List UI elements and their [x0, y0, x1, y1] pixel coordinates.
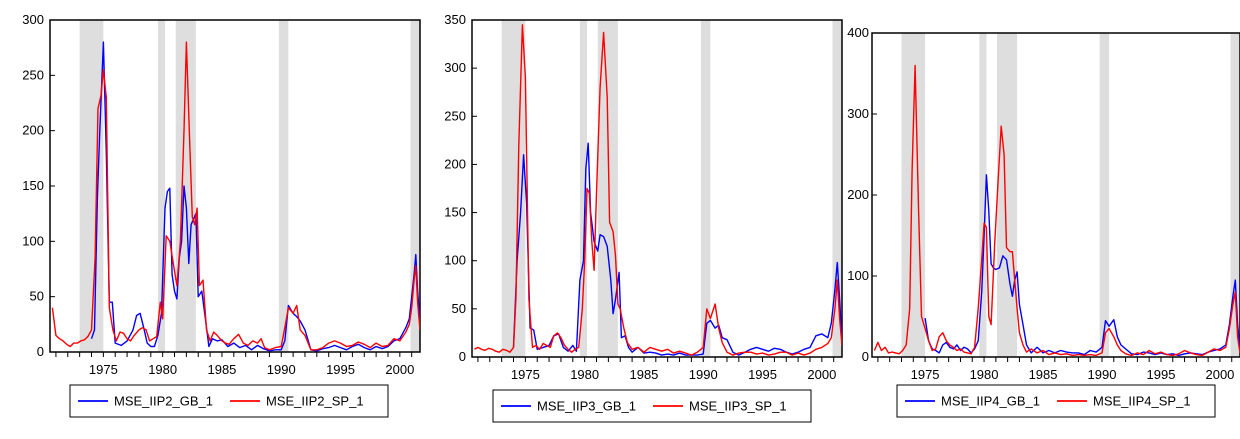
y-tick-label: 100: [847, 268, 869, 283]
series-line-sp: [474, 24, 842, 356]
x-tick-label: 1990: [267, 362, 296, 377]
y-tick-label: 250: [444, 108, 466, 123]
chart-panel-iip2: 0 50 100 150 200 250 300 1975 1980 1985 1990 1995 20…: [22, 12, 421, 418]
recession-band: [979, 33, 987, 357]
recession-band: [1230, 33, 1240, 357]
recession-band: [278, 20, 289, 352]
plot-frame: [871, 32, 1240, 358]
recession-band: [997, 33, 1018, 357]
recession-band: [700, 20, 711, 357]
recession-band: [410, 20, 420, 352]
legend-box: [69, 384, 389, 418]
chart-panel-iip4: 0 100 200 300 400 1975 1980 1985 1990 1995 2000 MSE…: [847, 25, 1240, 418]
y-tick-label: 400: [847, 25, 869, 40]
legend-label-iip4-sp: MSE_IIP4_SP_1: [1093, 394, 1191, 409]
recession-band: [1099, 33, 1110, 357]
recession-band: [157, 20, 166, 352]
x-tick-label: 1980: [970, 367, 999, 382]
y-tick-label: 0: [862, 349, 869, 364]
x-tick-label: 2000: [807, 367, 836, 382]
plot-frame: [471, 19, 843, 358]
x-tick-label: 1985: [207, 362, 236, 377]
series-line-gb: [512, 142, 842, 356]
x-tick-label: 2000: [385, 362, 414, 377]
y-tick-label: 300: [444, 60, 466, 75]
x-tick-label: 1975: [89, 362, 118, 377]
y-tick-label: 100: [444, 253, 466, 268]
y-tick-label: 200: [444, 156, 466, 171]
y-tick-label: 50: [30, 289, 44, 304]
recession-band: [175, 20, 196, 352]
y-tick-label: 300: [847, 106, 869, 121]
x-tick-label: 1995: [1147, 367, 1176, 382]
x-tick-label: 1985: [1029, 367, 1058, 382]
y-tick-label: 100: [22, 233, 44, 248]
x-tick-label: 1990: [689, 367, 718, 382]
y-tick-label: 50: [452, 301, 466, 316]
x-tick-label: 1975: [511, 367, 540, 382]
y-tick-label: 150: [444, 205, 466, 220]
recession-band: [597, 20, 618, 357]
legend-label-iip3-gb: MSE_IIP3_GB_1: [537, 399, 636, 414]
legend-label-iip4-gb: MSE_IIP4_GB_1: [941, 394, 1040, 409]
recession-band: [901, 33, 926, 357]
x-tick-label: 1995: [748, 367, 777, 382]
x-tick-label: 1995: [326, 362, 355, 377]
legend-box: [896, 384, 1216, 418]
series-line-sp: [873, 64, 1240, 357]
recession-band: [832, 20, 842, 357]
plot-frame: [49, 19, 421, 353]
legend-label-iip2-gb: MSE_IIP2_GB_1: [114, 394, 213, 409]
y-tick-label: 150: [22, 178, 44, 193]
y-tick-label: 200: [22, 123, 44, 138]
x-tick-label: 1980: [570, 367, 599, 382]
y-tick-label: 250: [22, 67, 44, 82]
legend-box: [492, 389, 812, 423]
x-tick-label: 2000: [1205, 367, 1234, 382]
y-tick-label: 350: [444, 12, 466, 27]
legend-label-iip3-sp: MSE_IIP3_SP_1: [689, 399, 787, 414]
x-tick-label: 1980: [148, 362, 177, 377]
recession-band: [579, 20, 588, 357]
y-tick-label: 300: [22, 12, 44, 27]
series-line-gb: [924, 174, 1240, 357]
series-line-sp: [51, 41, 420, 351]
y-tick-label: 0: [459, 349, 466, 364]
x-tick-label: 1975: [911, 367, 940, 382]
series-line-gb: [90, 41, 420, 352]
recession-band: [79, 20, 104, 352]
chart-panel-iip3: 0 50 100 150 200 250 300 350 1975 1980 1985 1990 199…: [444, 12, 843, 423]
x-tick-label: 1985: [629, 367, 658, 382]
x-tick-label: 1990: [1088, 367, 1117, 382]
y-tick-label: 0: [37, 344, 44, 359]
y-tick-label: 200: [847, 187, 869, 202]
legend-label-iip2-sp: MSE_IIP2_SP_1: [266, 394, 364, 409]
